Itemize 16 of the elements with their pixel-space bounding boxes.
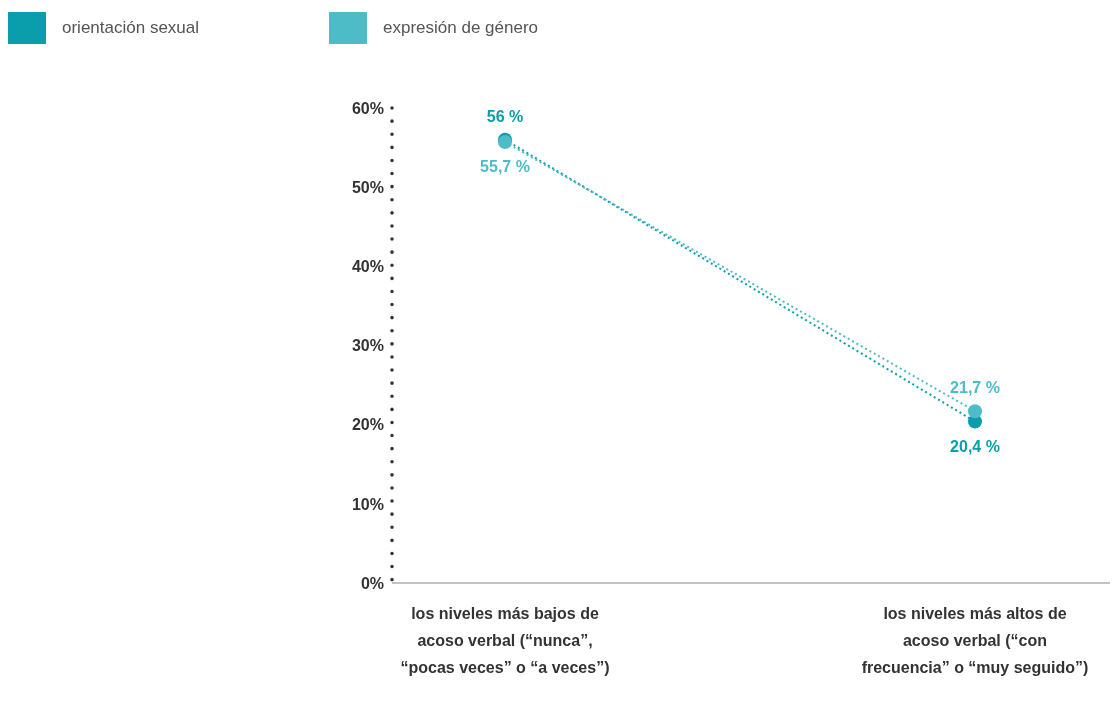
y-tick-label: 50% <box>351 178 384 196</box>
y-tick-label: 30% <box>351 337 384 355</box>
y-tick-label: 60% <box>351 99 384 117</box>
point <box>968 404 982 419</box>
x-tick-label: los niveles más bajos de acoso verbal (“nunca”, “pocas veces” o “a veces”) <box>400 605 610 676</box>
x-tick-label: los niveles más altos de acoso verbal (“con frecuencia” o “muy seguido”) <box>861 605 1089 676</box>
legend-label: orientación sexual <box>62 18 200 38</box>
y-tick-label: 10% <box>351 495 384 513</box>
y-tick-label: 20% <box>351 416 384 434</box>
data-label: 55,7 % <box>480 158 530 176</box>
y-tick-label: 0% <box>360 574 384 592</box>
y-tick-label: 40% <box>351 258 384 276</box>
data-label: 21,7 % <box>950 379 1000 397</box>
data-label: 20,4 % <box>950 437 1000 455</box>
legend-label: expresión de género <box>383 18 539 38</box>
data-label: 56 % <box>486 107 524 125</box>
